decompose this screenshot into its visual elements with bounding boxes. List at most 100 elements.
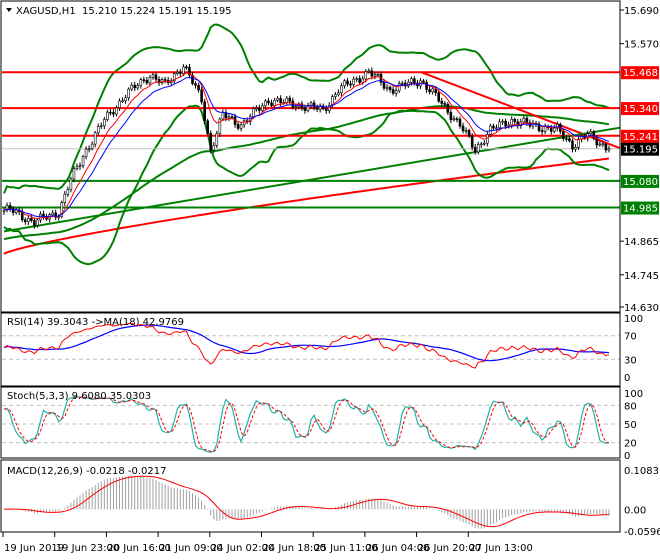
candle	[440, 100, 444, 104]
dropdown-triangle-icon[interactable]	[6, 8, 12, 12]
candle	[513, 118, 517, 123]
candle	[361, 78, 365, 83]
candle	[495, 127, 498, 130]
candle	[492, 125, 495, 129]
rsi-tick-label: 100	[624, 314, 643, 325]
candle	[376, 74, 380, 76]
candle	[136, 85, 140, 89]
chart-header: XAGUSD,H1 15.210 15.224 15.191 15.195	[6, 6, 232, 17]
candle	[410, 78, 413, 83]
candle	[130, 84, 133, 90]
time-tick-label: 25 Jun 11:00	[314, 543, 378, 554]
macd-signal-line	[3, 475, 609, 528]
candle	[601, 143, 605, 146]
candle	[276, 98, 279, 101]
candle	[255, 107, 258, 110]
price-tick-label: 15.690	[624, 6, 659, 17]
candle	[63, 193, 67, 203]
candle	[589, 131, 593, 135]
candle	[39, 213, 42, 221]
candle	[230, 116, 234, 119]
candle	[93, 132, 97, 145]
time-tick-label: 27 Jun 13:00	[469, 543, 533, 554]
candle	[340, 85, 343, 94]
candle	[227, 116, 231, 119]
candle	[27, 218, 30, 223]
candle	[90, 143, 94, 150]
stoch-tick-label: 20	[624, 439, 637, 450]
ma-slow-line	[3, 76, 610, 218]
price-tick-label: 15.570	[624, 40, 659, 51]
time-tick-label: 19 Jun 2019	[4, 543, 64, 554]
candle	[30, 218, 33, 221]
price-panel[interactable]	[2, 23, 621, 266]
level-label-bg	[621, 102, 659, 116]
level-label-bg	[621, 66, 659, 80]
panel-frame	[0, 0, 621, 313]
candle	[115, 107, 118, 115]
candle	[96, 126, 100, 134]
candle	[498, 121, 501, 129]
candle	[337, 92, 340, 95]
candle	[422, 80, 425, 83]
candle	[127, 88, 130, 99]
candle	[525, 117, 529, 123]
level-label-bg	[621, 174, 659, 188]
candle	[434, 88, 437, 94]
candle	[327, 104, 331, 111]
candle	[5, 205, 9, 211]
time-tick-label: 24 Jun 18:00	[263, 543, 327, 554]
candle	[577, 138, 580, 148]
candle	[355, 78, 358, 80]
candle	[446, 103, 450, 113]
price-tick-label: 14.865	[624, 237, 659, 248]
candle	[60, 202, 64, 217]
rsi-panel[interactable]	[2, 322, 620, 369]
candle	[109, 111, 112, 114]
candle	[148, 77, 152, 84]
candle	[413, 78, 416, 84]
candle	[206, 120, 209, 134]
candle	[458, 118, 462, 127]
candle	[133, 84, 137, 89]
candle	[106, 111, 109, 120]
candle	[574, 147, 577, 150]
candle	[464, 130, 468, 132]
candle	[294, 106, 298, 108]
candle	[197, 84, 200, 91]
candle	[188, 66, 191, 76]
candle	[23, 219, 27, 223]
candle	[467, 130, 471, 137]
candle	[185, 66, 188, 69]
candle	[479, 143, 483, 146]
trendline	[3, 126, 621, 233]
candle	[11, 208, 15, 213]
candle	[84, 148, 88, 158]
candle	[291, 100, 295, 108]
macd-tick-label: -0.0596	[624, 527, 660, 538]
candle	[251, 108, 255, 118]
candle	[151, 74, 155, 78]
candle	[261, 105, 264, 111]
stochastic-panel[interactable]	[2, 396, 620, 453]
stoch-tick-label: 0	[624, 451, 630, 462]
candle	[598, 143, 602, 146]
candle	[452, 118, 456, 121]
candle	[385, 86, 389, 89]
candle	[264, 100, 267, 107]
candle	[352, 78, 355, 85]
candle	[382, 81, 386, 89]
candle	[215, 133, 219, 146]
candle	[8, 205, 12, 210]
candle	[388, 86, 392, 90]
candle	[267, 100, 270, 104]
candle	[200, 89, 203, 103]
stoch-tick-label: 50	[624, 420, 637, 431]
candle	[604, 143, 608, 151]
candle	[543, 126, 547, 132]
macd-panel[interactable]	[3, 475, 610, 529]
candle	[315, 107, 319, 110]
candle	[540, 130, 544, 132]
candle	[175, 71, 179, 75]
